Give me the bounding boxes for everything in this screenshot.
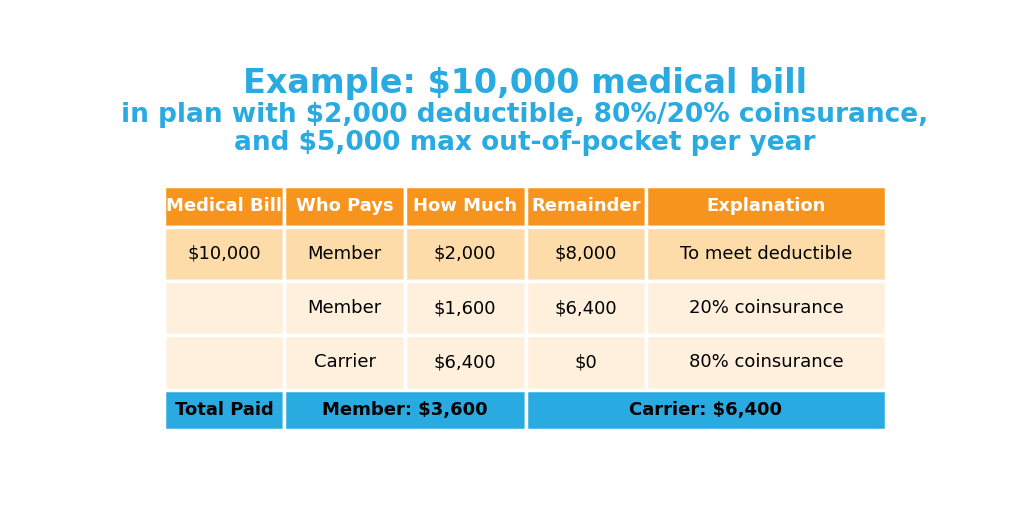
Bar xyxy=(164,281,285,335)
Text: $6,400: $6,400 xyxy=(434,354,497,372)
Text: 80% coinsurance: 80% coinsurance xyxy=(689,354,844,372)
Bar xyxy=(525,335,646,390)
Text: $10,000: $10,000 xyxy=(187,245,261,263)
Bar xyxy=(285,281,404,335)
Bar xyxy=(525,227,646,281)
Text: and $5,000 max out-of-pocket per year: and $5,000 max out-of-pocket per year xyxy=(234,130,815,156)
Bar xyxy=(646,335,886,390)
Text: Medical Bill: Medical Bill xyxy=(166,197,282,215)
Bar xyxy=(164,187,285,227)
Bar xyxy=(404,227,525,281)
Bar xyxy=(285,227,404,281)
Text: Who Pays: Who Pays xyxy=(296,197,393,215)
Text: Example: $10,000 medical bill: Example: $10,000 medical bill xyxy=(243,67,807,100)
Bar xyxy=(285,187,404,227)
Text: Remainder: Remainder xyxy=(531,197,641,215)
Bar xyxy=(525,390,886,430)
Bar xyxy=(646,281,886,335)
Text: in plan with $2,000 deductible, 80%/20% coinsurance,: in plan with $2,000 deductible, 80%/20% … xyxy=(121,102,929,128)
Bar xyxy=(164,335,285,390)
Text: Explanation: Explanation xyxy=(707,197,825,215)
Bar xyxy=(646,187,886,227)
Text: 20% coinsurance: 20% coinsurance xyxy=(688,299,844,317)
Bar xyxy=(646,227,886,281)
Text: $0: $0 xyxy=(574,354,597,372)
Text: Carrier: Carrier xyxy=(313,354,376,372)
Text: Carrier: $6,400: Carrier: $6,400 xyxy=(629,401,782,419)
Bar xyxy=(404,335,525,390)
Text: Member: $3,600: Member: $3,600 xyxy=(323,401,487,419)
Text: Total Paid: Total Paid xyxy=(175,401,273,419)
Text: How Much: How Much xyxy=(413,197,517,215)
Bar xyxy=(404,187,525,227)
Bar xyxy=(285,335,404,390)
Bar xyxy=(285,390,525,430)
Text: $1,600: $1,600 xyxy=(434,299,497,317)
Bar xyxy=(164,390,285,430)
Text: To meet deductible: To meet deductible xyxy=(680,245,852,263)
Text: $8,000: $8,000 xyxy=(555,245,617,263)
Bar xyxy=(525,187,646,227)
Bar xyxy=(525,281,646,335)
Text: $6,400: $6,400 xyxy=(555,299,617,317)
Text: $2,000: $2,000 xyxy=(434,245,497,263)
Text: Member: Member xyxy=(307,299,382,317)
Text: Member: Member xyxy=(307,245,382,263)
Bar xyxy=(164,227,285,281)
Bar xyxy=(404,281,525,335)
